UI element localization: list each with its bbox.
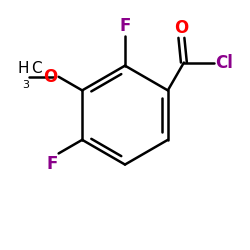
Text: O: O bbox=[43, 68, 58, 86]
Text: H: H bbox=[18, 61, 29, 76]
Text: C: C bbox=[32, 61, 42, 76]
Text: F: F bbox=[46, 155, 58, 173]
Text: F: F bbox=[119, 17, 131, 35]
Text: 3: 3 bbox=[22, 80, 29, 90]
Text: Cl: Cl bbox=[215, 54, 233, 72]
Text: O: O bbox=[174, 18, 188, 36]
